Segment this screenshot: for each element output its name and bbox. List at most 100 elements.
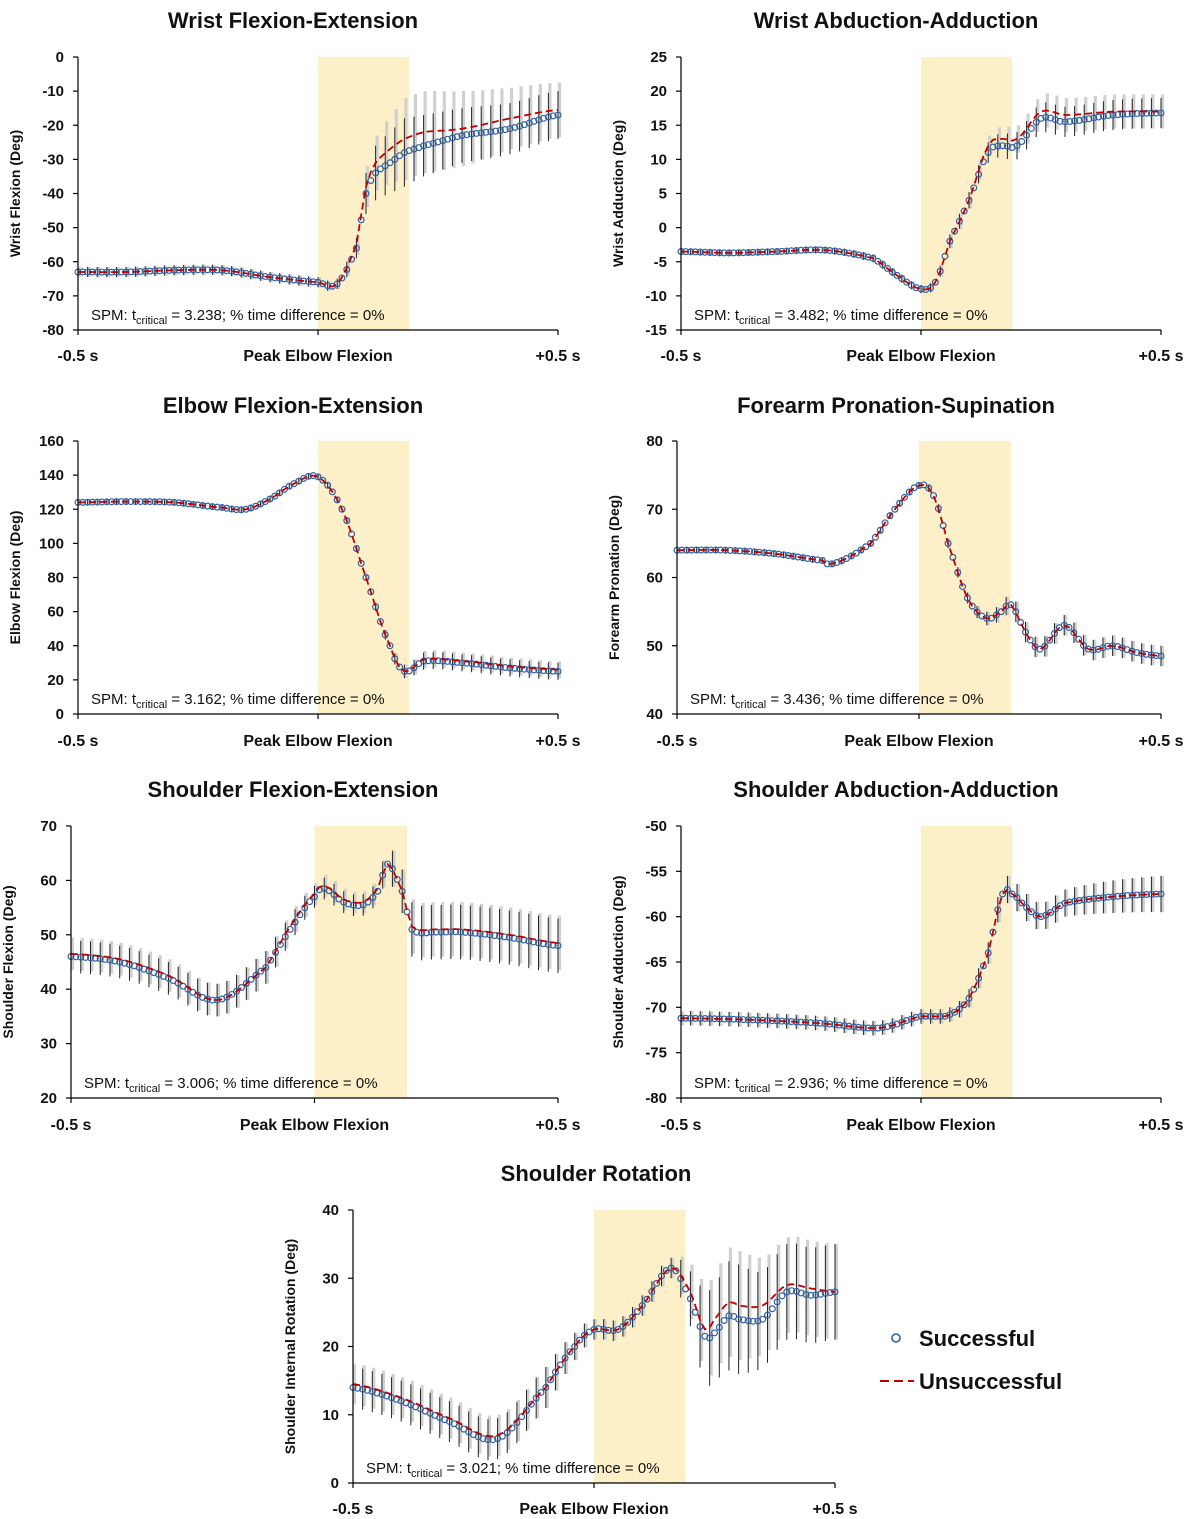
successful-point — [653, 1279, 661, 1287]
successful-point — [420, 142, 428, 150]
successful-point — [783, 1288, 791, 1296]
successful-point — [1012, 608, 1020, 616]
y-tick-label: 50 — [646, 638, 663, 655]
successful-point — [1157, 652, 1165, 660]
successful-point — [393, 875, 401, 883]
successful-point — [77, 953, 85, 961]
successful-point — [388, 865, 396, 873]
successful-point — [511, 124, 519, 132]
successful-point — [983, 614, 991, 622]
successful-point — [527, 1400, 535, 1408]
successful-point — [544, 113, 552, 121]
y-axis-label: Shoulder Adduction (Deg) — [610, 876, 626, 1049]
panel-6: -50 -55 -60 -65 -70 -75 -80 -0.5 s Peak Elbow Fl… — [610, 777, 1184, 1134]
panel-3: 160 140 120 100 80 60 40 20 0 -0.5 s Peak Elbow Fl… — [7, 393, 581, 750]
successful-point — [973, 608, 981, 616]
successful-point — [633, 1308, 641, 1316]
successful-point — [1041, 642, 1049, 650]
successful-point — [286, 925, 294, 933]
successful-point — [359, 1385, 367, 1393]
successful-point — [367, 176, 375, 184]
y-tick-label: -65 — [645, 954, 667, 971]
successful-point — [852, 549, 860, 557]
y-tick-label: 80 — [47, 570, 64, 587]
y-tick-label: -70 — [645, 999, 667, 1016]
unsuccessful-series — [352, 1267, 836, 1438]
shaded-region — [921, 57, 1013, 330]
x-tick-label: Peak Elbow Flexion — [243, 733, 392, 750]
y-tick-label: 60 — [646, 570, 663, 587]
successful-point — [1003, 885, 1011, 893]
successful-point — [496, 663, 504, 671]
successful-point — [372, 169, 380, 177]
successful-point — [720, 1316, 728, 1324]
successful-point — [566, 1348, 574, 1356]
successful-point — [348, 530, 356, 538]
y-tick-label: 40 — [47, 638, 64, 655]
successful-point — [271, 492, 279, 500]
spm-annotation: SPM: tcritical = 3.238; % time differenc… — [91, 307, 385, 327]
y-tick-label: -50 — [42, 220, 64, 237]
successful-point — [1023, 904, 1031, 912]
y-tick-label: 20 — [47, 672, 64, 689]
successful-point — [997, 608, 1005, 616]
successful-point — [624, 1318, 632, 1326]
successful-point — [386, 642, 394, 650]
successful-point — [1036, 645, 1044, 653]
successful-point — [994, 142, 1002, 150]
y-tick-label: 20 — [322, 1339, 339, 1356]
unsuccessful-series — [70, 862, 559, 1002]
y-tick-label: -50 — [645, 818, 667, 835]
successful-point — [925, 484, 933, 492]
successful-point — [1008, 890, 1016, 898]
x-tick-label: Peak Elbow Flexion — [844, 733, 993, 750]
successful-point — [862, 543, 870, 551]
y-tick-label: -10 — [645, 288, 667, 305]
successful-point — [537, 1388, 545, 1396]
y-tick-label: 80 — [646, 433, 663, 450]
successful-point — [391, 155, 399, 163]
x-tick-label: +0.5 s — [536, 733, 581, 750]
successful-point — [492, 127, 500, 135]
successful-point — [516, 122, 524, 130]
successful-point — [768, 1305, 776, 1313]
successful-point — [951, 227, 959, 235]
successful-point — [391, 655, 399, 663]
successful-point — [773, 1298, 781, 1306]
successful-point — [1013, 142, 1021, 150]
y-tick-label: 100 — [39, 535, 64, 552]
successful-point — [477, 661, 485, 669]
panel-title: Shoulder Abduction-Adduction — [733, 777, 1058, 802]
successful-point — [735, 1315, 743, 1323]
successful-point — [1002, 602, 1010, 610]
successful-point — [1018, 899, 1026, 907]
successful-point — [749, 1317, 757, 1325]
successful-point — [247, 975, 255, 983]
successful-point — [959, 583, 967, 591]
unsuccessful-series — [78, 109, 559, 288]
successful-point — [876, 526, 884, 534]
successful-point — [540, 114, 548, 122]
successful-point — [619, 1322, 627, 1330]
successful-point — [571, 1342, 579, 1350]
successful-point — [439, 657, 447, 665]
successful-point — [482, 128, 490, 136]
successful-point — [881, 519, 889, 527]
successful-point — [931, 278, 939, 286]
x-tick-label: -0.5 s — [333, 1501, 374, 1518]
successful-point — [965, 196, 973, 204]
x-tick-label: Peak Elbow Flexion — [519, 1501, 668, 1518]
successful-point — [384, 860, 392, 868]
successful-point — [549, 667, 557, 675]
y-tick-label: -55 — [645, 863, 667, 880]
y-tick-label: -80 — [42, 322, 64, 339]
x-tick-label: +0.5 s — [536, 1117, 581, 1134]
y-tick-label: 140 — [39, 467, 64, 484]
successful-point — [554, 942, 562, 950]
successful-point — [1133, 110, 1141, 118]
x-tick-label: -0.5 s — [661, 348, 702, 365]
y-tick-label: -60 — [645, 909, 667, 926]
successful-point — [501, 126, 509, 134]
successful-point — [965, 994, 973, 1002]
successful-point — [817, 1290, 825, 1298]
